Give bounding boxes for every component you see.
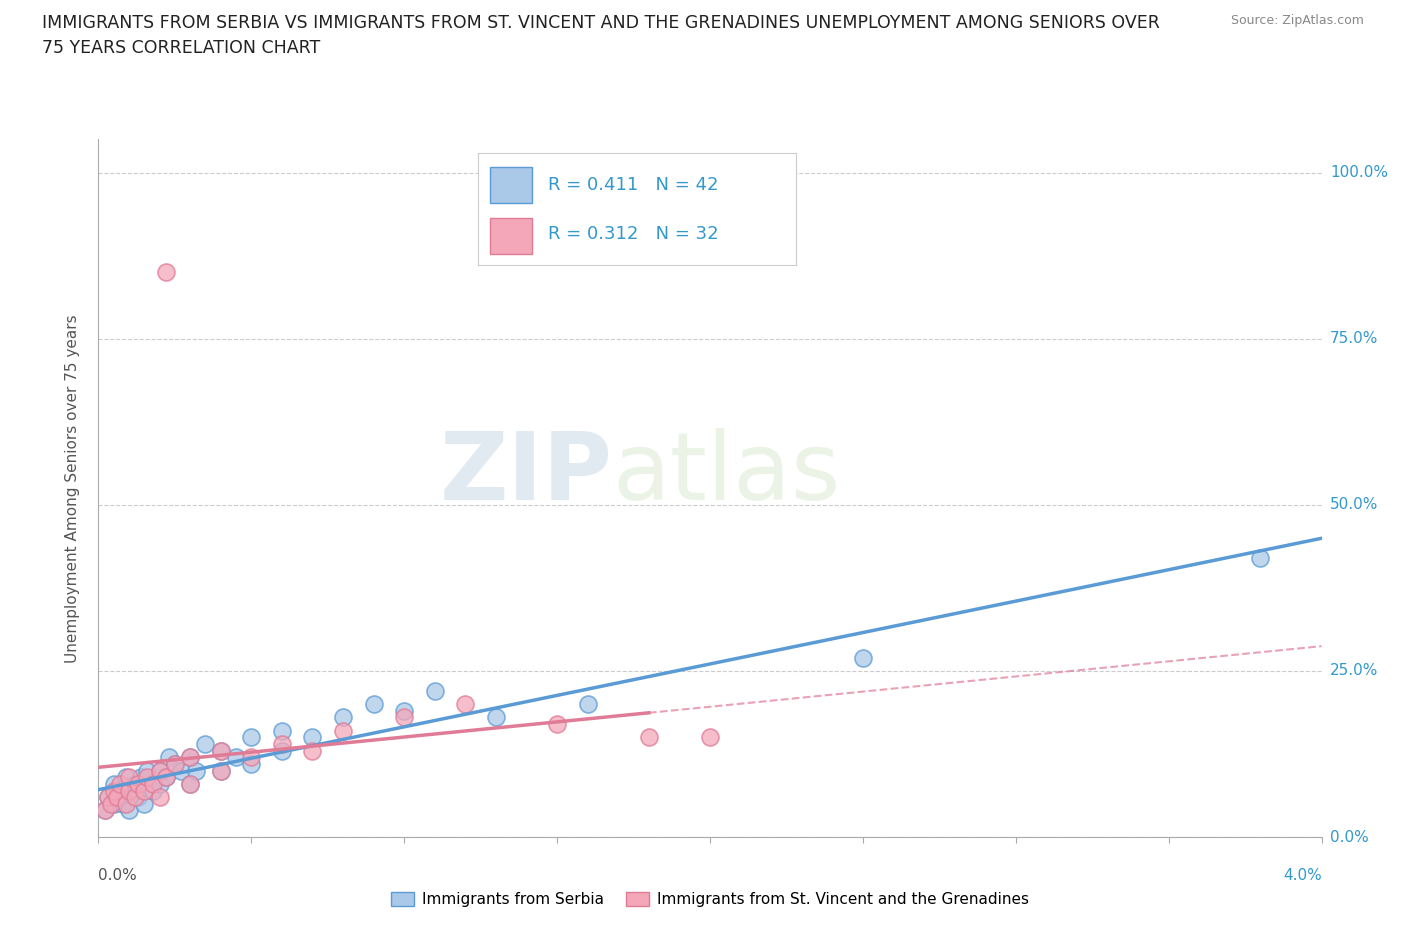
Point [124,777,146,791]
Point [93,803,115,817]
Point [134,796,156,811]
Point [118,783,141,798]
Point [270,737,294,751]
Point [115,770,138,785]
Point [179,750,201,764]
Point [179,777,201,791]
Point [155,265,177,280]
Point [186,764,208,778]
Point [170,764,193,778]
Text: IMMIGRANTS FROM SERBIA VS IMMIGRANTS FROM ST. VINCENT AND THE GRENADINES UNEMPLO: IMMIGRANTS FROM SERBIA VS IMMIGRANTS FRO… [42,14,1160,32]
Point [225,750,247,764]
Point [423,684,446,698]
Point [332,710,354,724]
Point [209,743,232,758]
Point [270,743,294,758]
Point [301,730,323,745]
Text: 100.0%: 100.0% [1330,166,1388,180]
Point [546,717,568,732]
Point [129,770,152,785]
Text: 50.0%: 50.0% [1330,498,1378,512]
Point [136,770,159,785]
Point [240,756,263,771]
Text: 0.0%: 0.0% [98,868,138,883]
Point [209,743,232,758]
Point [149,764,172,778]
Text: 75 YEARS CORRELATION CHART: 75 YEARS CORRELATION CHART [42,39,321,57]
Point [301,743,323,758]
Point [108,777,131,791]
Point [163,756,186,771]
Point [142,777,165,791]
Point [363,697,385,711]
Point [157,750,180,764]
Point [103,796,125,811]
Point [194,737,217,751]
Point [179,750,201,764]
Point [108,783,131,798]
Text: atlas: atlas [612,429,841,520]
Point [485,710,508,724]
Point [124,790,146,804]
Point [155,770,177,785]
Point [127,790,149,804]
Point [103,777,125,791]
Point [240,750,263,764]
Point [127,777,149,791]
Point [163,756,186,771]
Point [97,790,120,804]
Point [240,730,263,745]
Point [392,703,416,718]
Point [209,764,232,778]
Point [118,770,141,785]
Text: 4.0%: 4.0% [1282,868,1322,883]
Point [149,790,172,804]
Point [332,724,354,738]
Point [270,724,294,738]
Point [637,730,661,745]
Point [149,777,172,791]
Text: ZIP: ZIP [439,429,612,520]
Point [118,803,141,817]
Point [111,796,134,811]
Point [852,650,875,665]
Text: 0.0%: 0.0% [1330,830,1368,844]
Point [1249,551,1271,565]
Point [105,790,128,804]
Point [136,764,159,778]
Point [149,764,172,778]
Point [142,783,165,798]
Text: Source: ZipAtlas.com: Source: ZipAtlas.com [1230,14,1364,27]
Point [134,783,156,798]
Point [103,783,125,798]
Point [97,790,120,804]
Point [209,764,232,778]
Point [115,796,138,811]
Point [179,777,201,791]
Point [699,730,721,745]
Point [454,697,477,711]
Point [105,790,128,804]
Text: 75.0%: 75.0% [1330,331,1378,346]
Point [155,770,177,785]
Point [392,710,416,724]
Point [93,803,115,817]
Point [576,697,599,711]
Point [118,783,141,798]
Text: 25.0%: 25.0% [1330,663,1378,678]
Point [100,796,122,811]
Y-axis label: Unemployment Among Seniors over 75 years: Unemployment Among Seniors over 75 years [65,314,80,662]
Legend: Immigrants from Serbia, Immigrants from St. Vincent and the Grenadines: Immigrants from Serbia, Immigrants from … [385,885,1035,913]
